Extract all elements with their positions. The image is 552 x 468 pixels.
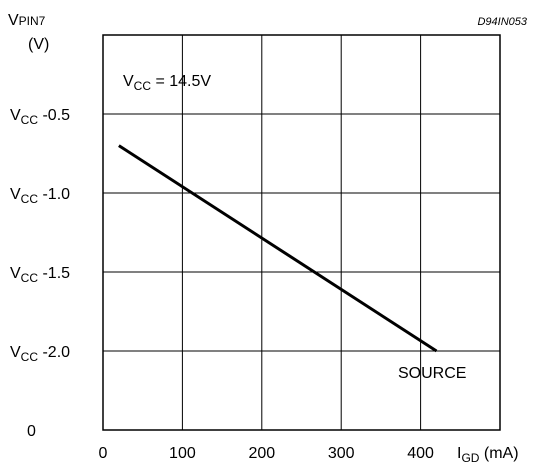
series-group	[118, 144, 438, 353]
x-tick-label: 300	[328, 445, 355, 462]
y-tick-label: VCC -1.5	[10, 265, 70, 285]
x-axis-title: IGD (mA)	[457, 445, 519, 465]
y-tick-label: VCC -2.0	[10, 344, 70, 364]
y-axis-title: VPIN7	[8, 12, 46, 29]
grid	[103, 35, 500, 430]
x-tick-labels: 0 100 200 300 400	[99, 445, 434, 462]
condition-annotation: VCC = 14.5V	[123, 73, 211, 93]
x-tick-label: 400	[407, 445, 434, 462]
y-tick-label: VCC -0.5	[10, 107, 70, 127]
y-axis-unit: (V)	[28, 36, 49, 53]
x-tick-label: 0	[99, 445, 108, 462]
y-tick-label: 0	[27, 423, 36, 440]
plot-frame	[102, 34, 501, 431]
y-tick-label: VCC -1.0	[10, 186, 70, 206]
figure-code: D94IN053	[477, 16, 527, 28]
x-tick-label: 100	[169, 445, 196, 462]
curve-label-source: SOURCE	[398, 365, 466, 382]
series-line-0	[118, 144, 438, 353]
y-tick-labels: 0 VCC -2.0 VCC -1.5 VCC -1.0 VCC -0.5	[10, 107, 70, 440]
x-tick-label: 200	[248, 445, 275, 462]
